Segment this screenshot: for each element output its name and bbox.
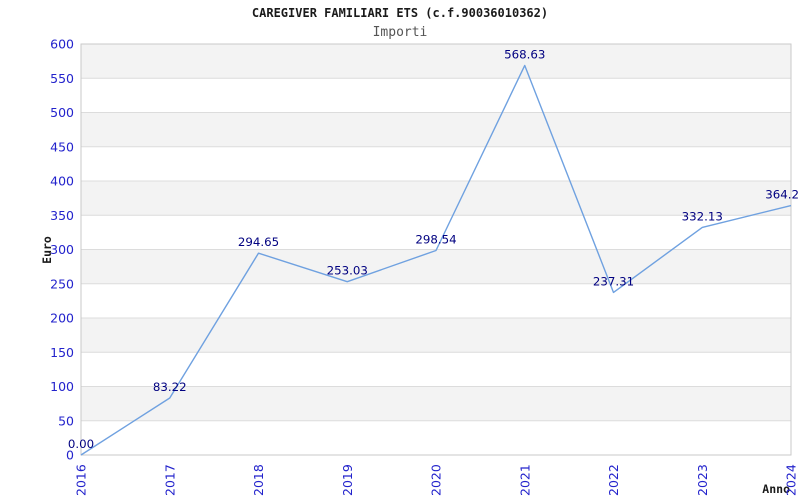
y-tick-label: 100	[50, 379, 74, 394]
point-value-label: 568.63	[504, 47, 545, 61]
point-value-label: 237.31	[593, 274, 634, 288]
y-tick-label: 50	[58, 413, 74, 428]
y-tick-label: 500	[50, 105, 74, 120]
x-tick-label: 2019	[340, 464, 355, 496]
plot-band	[81, 249, 791, 284]
x-axis-title: Anno	[762, 482, 790, 496]
x-tick-label: 2017	[162, 464, 177, 496]
point-value-label: 0.00	[68, 437, 94, 451]
point-value-label: 364.2	[765, 188, 799, 202]
point-value-label: 298.54	[415, 233, 456, 247]
x-tick-label: 2022	[606, 464, 621, 496]
x-tick-label: 2021	[517, 464, 532, 496]
y-tick-label: 450	[50, 139, 74, 154]
point-value-label: 294.65	[238, 235, 279, 249]
point-value-label: 253.03	[327, 264, 368, 278]
y-tick-label: 250	[50, 276, 74, 291]
x-tick-label: 2024	[784, 464, 799, 496]
x-tick-label: 2023	[695, 464, 710, 496]
y-tick-label: 150	[50, 345, 74, 360]
y-tick-label: 550	[50, 71, 74, 86]
chart-subtitle: Importi	[372, 25, 428, 40]
y-tick-label: 300	[50, 242, 74, 257]
plot-band	[81, 112, 791, 147]
x-tick-label: 2020	[429, 464, 444, 496]
point-value-label: 83.22	[153, 380, 187, 394]
data-line	[80, 64, 792, 456]
y-tick-label: 400	[50, 174, 74, 189]
x-tick-label: 2016	[74, 464, 89, 496]
y-tick-label: 600	[50, 37, 74, 52]
plot-band	[81, 44, 791, 79]
y-tick-label: 350	[50, 208, 74, 223]
y-tick-label: 200	[50, 311, 74, 326]
y-tick-label: 0	[66, 448, 74, 463]
plot-band	[81, 318, 791, 353]
point-value-label: 332.13	[682, 209, 723, 223]
plot-band	[81, 181, 791, 216]
plot-band	[81, 386, 791, 421]
x-tick-label: 2018	[251, 464, 266, 496]
chart-title: CAREGIVER FAMILIARI ETS (c.f.90036010362…	[251, 6, 549, 20]
plot-border	[80, 43, 792, 456]
